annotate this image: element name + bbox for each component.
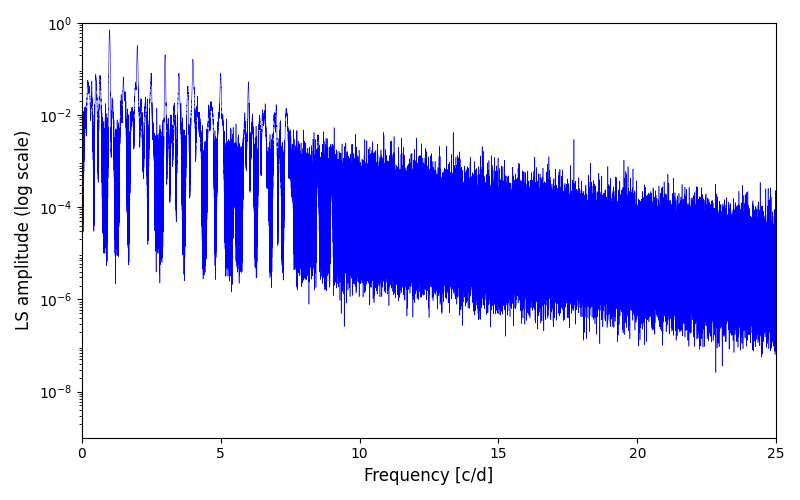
Y-axis label: LS amplitude (log scale): LS amplitude (log scale) bbox=[15, 130, 33, 330]
X-axis label: Frequency [c/d]: Frequency [c/d] bbox=[364, 467, 494, 485]
